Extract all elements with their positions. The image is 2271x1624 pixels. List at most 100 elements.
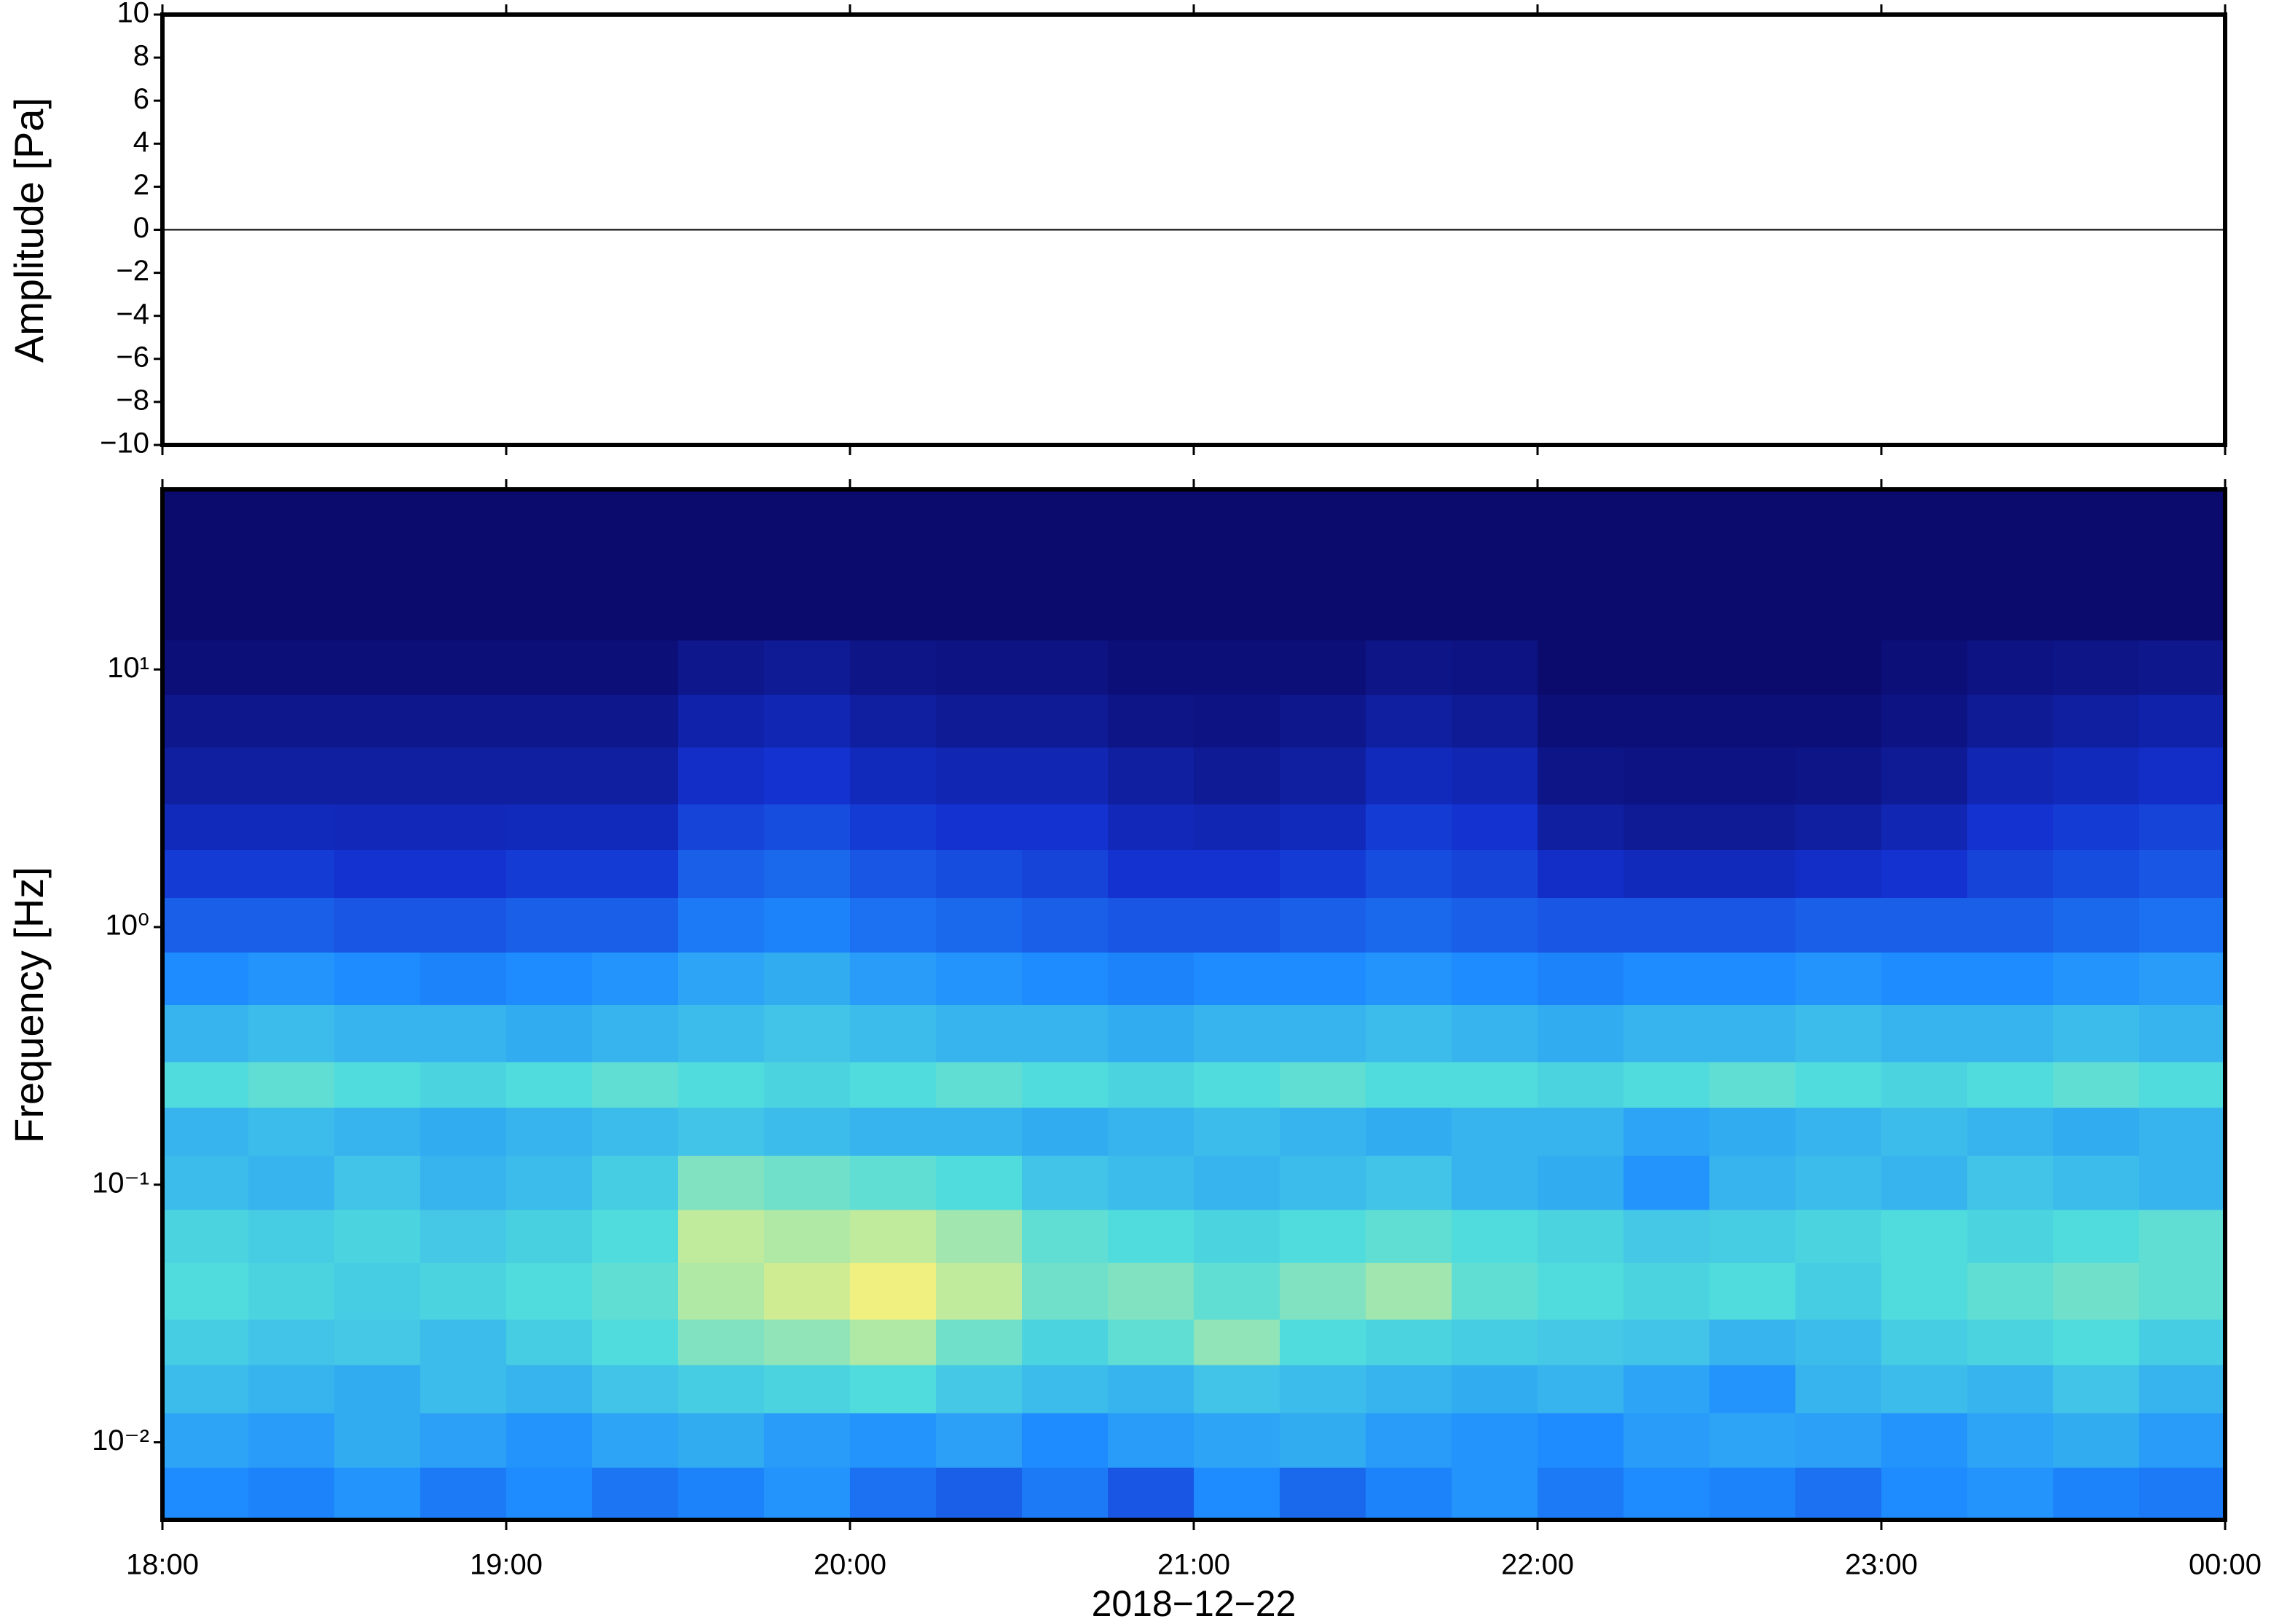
y-tick-label: −8 [116,384,149,416]
cell [420,489,507,593]
cell [1538,804,1624,851]
cell [1366,1262,1452,1320]
cell [850,1107,937,1156]
cell [1022,1467,1109,1521]
cell [506,1155,593,1210]
y-tick-label: 0 [133,212,149,244]
cell [764,489,851,593]
cell [764,1262,851,1320]
cell [1194,1210,1280,1263]
y-tick-label: −4 [116,298,149,330]
cell [764,1319,851,1365]
cell [936,1262,1023,1320]
cell [850,849,937,899]
cell [592,952,679,1005]
cell [1452,849,1538,899]
cell [764,849,851,899]
cell [1623,1413,1710,1468]
cell [1967,746,2054,805]
cell [936,804,1023,851]
y-tick-label: −2 [116,255,149,287]
cell [850,489,937,593]
cell [936,1004,1023,1063]
cell [1967,694,2054,748]
cell [1194,849,1280,899]
cell [1967,489,2054,593]
cell [1194,694,1280,748]
cell [420,1061,507,1108]
cell [1022,1004,1109,1063]
cell [1452,1365,1538,1414]
cell [1623,1319,1710,1365]
cell [1967,897,2054,953]
cell [764,1467,851,1521]
cell [1623,746,1710,805]
cell [1108,1365,1194,1414]
cell [2053,849,2140,899]
cell [1881,639,1968,695]
cell [1795,591,1882,641]
cell [1108,849,1194,899]
cell [334,804,421,851]
x-tick-label: 20:00 [814,1549,886,1581]
cell [334,1210,421,1263]
cell [1795,849,1882,899]
cell [420,1413,507,1468]
cell [1709,952,1796,1005]
cell [1623,1061,1710,1108]
cell [2053,1262,2140,1320]
cell [1709,1262,1796,1320]
cell [764,1210,851,1263]
cell [1452,1210,1538,1263]
cell [1022,897,1109,953]
cell [248,1413,335,1468]
y-tick-label: 10 [117,0,150,29]
cell [936,746,1023,805]
cell [1538,897,1624,953]
cell [506,1004,593,1063]
cell [2139,746,2226,805]
cell [1022,694,1109,748]
cell [1709,694,1796,748]
cell [1623,804,1710,851]
cell [1194,746,1280,805]
cell [2139,1004,2226,1063]
cell [1452,1107,1538,1156]
cell [1967,804,2054,851]
cell [1280,1210,1366,1263]
cell [506,897,593,953]
cell [2053,1210,2140,1263]
cell [420,694,507,748]
cell [678,1155,765,1210]
y-tick-label: 10⁻² [92,1424,149,1457]
cell [162,1210,249,1263]
cell [1022,952,1109,1005]
cell [1795,639,1882,695]
cell [1623,952,1710,1005]
cell [248,694,335,748]
cell [592,694,679,748]
cell [1881,1365,1968,1414]
cell [1967,849,2054,899]
cell [248,897,335,953]
cell [1795,1004,1882,1063]
cell [248,489,335,593]
cell [1881,1262,1968,1320]
cell [2053,952,2140,1005]
cell [334,1319,421,1365]
cell [1881,897,1968,953]
cell [592,591,679,641]
cell [1194,591,1280,641]
cell [592,1413,679,1468]
cell [2139,1107,2226,1156]
cell [1108,1004,1194,1063]
cell [764,1155,851,1210]
cell [936,1319,1023,1365]
cell [1022,591,1109,641]
cell [764,639,851,695]
cell [936,1467,1023,1521]
cell [1881,489,1968,593]
cell [1452,489,1538,593]
cell [1280,897,1366,953]
cell [678,1413,765,1468]
